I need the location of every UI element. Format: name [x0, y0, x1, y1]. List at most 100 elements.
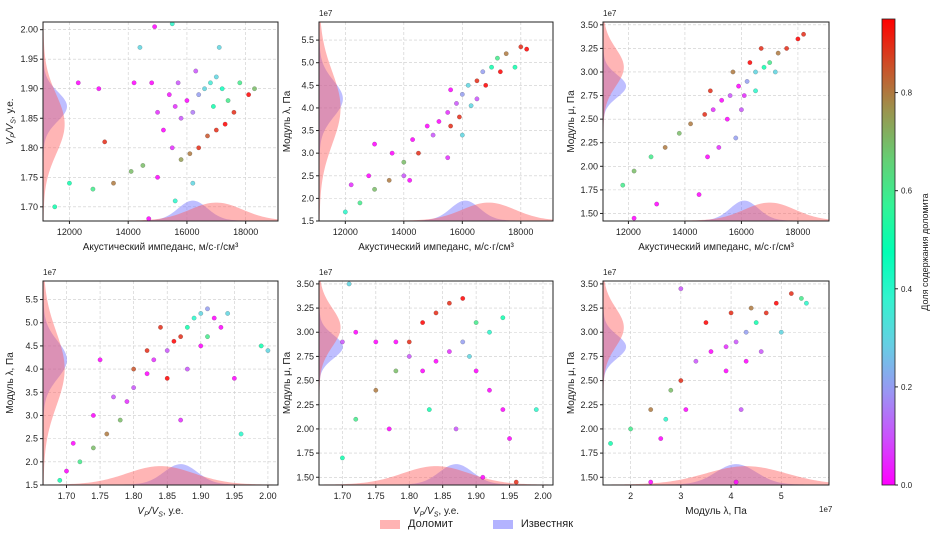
data-point — [155, 174, 160, 180]
y-tick-label: 2.00 — [580, 161, 598, 171]
data-point — [747, 60, 753, 65]
colorbar-tick-label: 0.4 — [901, 285, 913, 294]
x-tick-label: 1.75 — [367, 491, 385, 501]
data-point — [75, 80, 81, 86]
data-point — [723, 368, 729, 374]
data-point — [131, 385, 137, 391]
y-tick-label: 2.50 — [580, 376, 598, 386]
x-tick-label: 12000 — [333, 227, 358, 237]
data-point — [631, 168, 637, 174]
kde-y-limestone — [603, 22, 627, 221]
kde-y-limestone — [603, 281, 627, 485]
data-point — [480, 474, 486, 480]
kde-y-dolomite — [603, 22, 624, 221]
data-point — [784, 46, 790, 51]
axes-frame — [42, 280, 279, 486]
data-point — [246, 92, 252, 98]
data-point — [454, 101, 459, 106]
y-tick-label: 3.50 — [580, 279, 598, 289]
plot-area — [603, 281, 829, 485]
y-tick-label: 2.75 — [580, 351, 598, 361]
y-tick-label: 4.5 — [25, 341, 38, 351]
kde-x-dolomite — [603, 202, 829, 221]
data-point — [124, 399, 130, 404]
y-tick-label: 3.25 — [580, 303, 598, 313]
data-point — [489, 64, 494, 70]
data-point — [90, 445, 96, 451]
data-point — [219, 86, 225, 92]
colorbar-tick-label: 0.6 — [901, 187, 913, 196]
data-point — [788, 291, 794, 296]
data-point — [468, 103, 474, 109]
data-point — [184, 98, 190, 103]
data-point — [265, 348, 271, 353]
data-point — [678, 378, 684, 383]
data-point — [424, 123, 430, 129]
data-point — [144, 371, 150, 377]
data-point — [658, 436, 664, 441]
y-tick-label: 1.70 — [20, 202, 38, 212]
data-point — [753, 88, 758, 94]
y-tick-label: 2.0 — [25, 457, 38, 467]
kde-y-dolomite — [603, 281, 624, 485]
data-point — [393, 368, 399, 374]
y-tick-label: 1.50 — [580, 208, 598, 218]
kde-x-limestone — [603, 464, 829, 485]
data-point — [733, 339, 739, 345]
data-point — [57, 477, 63, 483]
data-point — [346, 281, 352, 287]
x-tick-label: 16000 — [450, 227, 475, 237]
x-tick-label: 1.80 — [400, 491, 418, 501]
data-point — [190, 109, 196, 115]
y-tick-label: 1.90 — [20, 84, 38, 94]
data-point — [393, 339, 399, 345]
data-point — [445, 155, 451, 161]
data-point — [152, 24, 158, 30]
data-point — [753, 320, 759, 325]
subplot-4: 1.70 1.75 1.80 1.85 1.90 1.95 2.00 1.5 2.0 2.5 3.0… — [5, 268, 279, 519]
subplot-6: 2 3 4 5 1.50 1.75 2.00 2.25 2.50 2.75 3.00 3.25 3.50… — [566, 268, 833, 517]
legend: Доломит Известняк — [380, 518, 573, 530]
data-point — [353, 329, 359, 335]
data-point — [372, 141, 377, 147]
plot-area — [43, 22, 278, 221]
y-tick-label: 2.5 — [25, 434, 38, 444]
y-tick-label: 5.5 — [25, 295, 38, 305]
y-tick-label: 3.5 — [25, 387, 38, 397]
data-point — [166, 92, 172, 98]
x-tick-label: 1.90 — [467, 491, 485, 501]
data-point — [727, 93, 733, 98]
y-tick-label: 1.5 — [301, 216, 314, 226]
data-point — [202, 86, 207, 92]
plot-content — [603, 22, 829, 221]
data-point — [216, 44, 222, 50]
data-point — [446, 349, 452, 354]
data-point — [389, 150, 395, 156]
y-tick-label: 1.95 — [20, 54, 38, 64]
x-tick-label: 1.70 — [334, 491, 352, 501]
x-tick-label: 1.85 — [158, 491, 176, 501]
data-point — [724, 116, 730, 122]
legend-swatch-limestone — [492, 519, 513, 529]
data-point — [178, 417, 184, 423]
data-point — [518, 44, 524, 50]
data-point — [218, 324, 224, 330]
data-point — [401, 159, 407, 165]
data-point — [117, 417, 123, 423]
data-point — [52, 204, 58, 210]
kde-x-limestone — [43, 464, 278, 485]
data-point — [513, 479, 519, 485]
y-tick-label: 2.00 — [580, 424, 598, 434]
y-tick-label: 1.75 — [580, 448, 598, 458]
axes-frame — [602, 280, 830, 486]
data-point — [748, 305, 754, 311]
y-axis-label: Модуль λ, Па — [282, 90, 293, 152]
data-point — [169, 145, 175, 151]
data-point — [131, 80, 137, 86]
y-tick-label: 2.25 — [580, 138, 598, 148]
data-point — [676, 130, 682, 136]
data-point — [155, 109, 160, 115]
data-point — [410, 137, 415, 142]
y-tick-label: 2.0 — [301, 193, 314, 203]
x-tick-label: 1.90 — [192, 491, 210, 501]
